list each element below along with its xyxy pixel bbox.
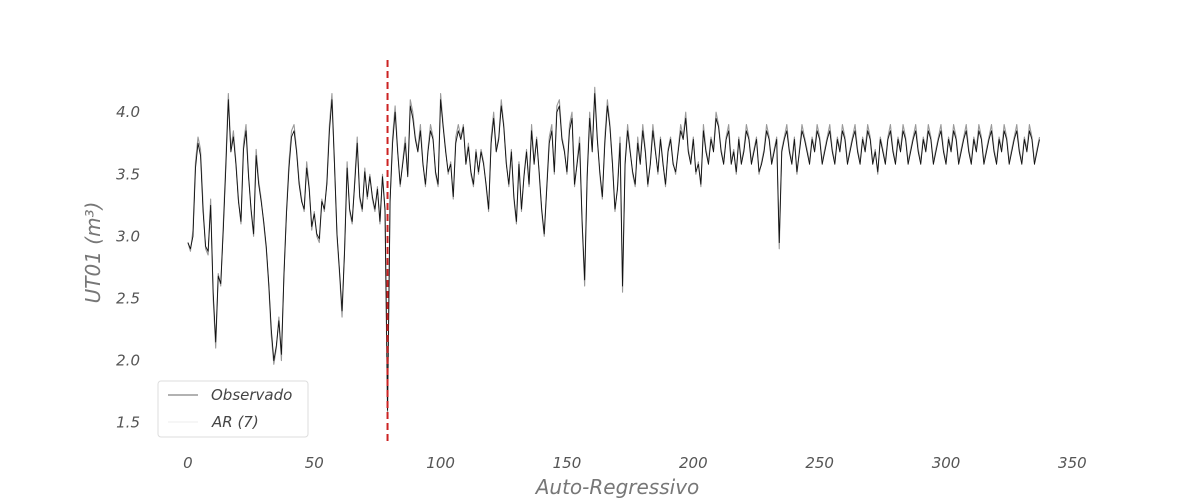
- y-axis-ticks: 1.5 2.0 2.5 3.0 3.5 4.0: [116, 103, 140, 431]
- x-tick-label: 300: [932, 454, 961, 472]
- x-tick-label: 200: [679, 454, 708, 472]
- y-tick-label: 2.5: [116, 289, 140, 307]
- x-tick-label: 0: [183, 454, 193, 472]
- x-tick-label: 350: [1058, 454, 1087, 472]
- x-tick-label: 250: [805, 454, 834, 472]
- y-tick-label: 4.0: [116, 103, 140, 121]
- x-axis-title: Auto-Regressivo: [534, 475, 700, 499]
- plot-area: [187, 86, 1041, 417]
- y-tick-label: 1.5: [116, 414, 140, 432]
- legend: Observado AR (7): [157, 380, 309, 438]
- y-axis-title: UT01 (m³): [81, 202, 105, 304]
- legend-label-ar7: AR (7): [211, 413, 259, 431]
- y-tick-label: 2.0: [116, 352, 140, 370]
- x-tick-label: 50: [305, 454, 324, 472]
- y-tick-label: 3.5: [116, 165, 140, 183]
- x-axis-ticks: 0 50 100 150 200 250 300 350: [183, 454, 1087, 472]
- y-tick-label: 3.0: [116, 227, 140, 245]
- x-tick-label: 100: [426, 454, 455, 472]
- x-tick-label: 150: [553, 454, 582, 472]
- series-line-1: [187, 93, 1040, 411]
- series-line-0: [187, 86, 1041, 417]
- legend-label-observado: Observado: [211, 386, 292, 404]
